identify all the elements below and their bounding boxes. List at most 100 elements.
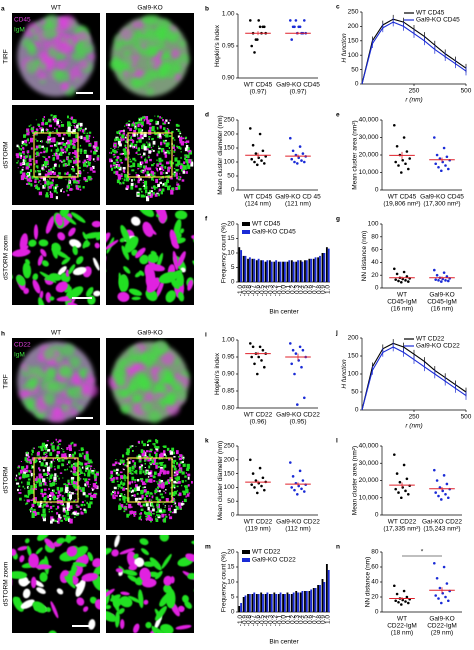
localization	[73, 144, 76, 147]
data-point	[255, 38, 259, 41]
y-axis-label: Mean cluster diameter (nm)	[217, 115, 224, 194]
localization	[138, 147, 140, 149]
localization	[148, 141, 150, 143]
localization	[21, 140, 25, 145]
localization	[35, 128, 38, 131]
cluster	[149, 557, 162, 571]
localization	[45, 496, 47, 498]
fluorescence-spot	[67, 54, 72, 59]
cluster	[25, 258, 31, 265]
data-point	[251, 472, 255, 475]
localization	[140, 489, 144, 495]
localization	[140, 449, 144, 454]
bar	[260, 260, 263, 282]
localization	[27, 182, 31, 185]
localization	[112, 463, 116, 467]
localization	[72, 188, 74, 190]
data-point	[435, 479, 439, 482]
localization	[49, 191, 52, 194]
localization	[35, 185, 39, 189]
localization	[86, 483, 89, 486]
bar	[282, 594, 284, 612]
localization	[168, 479, 171, 482]
localization	[29, 169, 33, 173]
localization	[166, 150, 170, 154]
localization	[84, 462, 88, 466]
localization	[38, 469, 41, 472]
localization	[67, 489, 69, 492]
localization	[163, 134, 166, 137]
localization	[94, 493, 96, 494]
localization	[68, 152, 71, 156]
localization	[142, 486, 145, 489]
localization	[140, 161, 144, 165]
localization	[42, 483, 45, 486]
localization	[42, 168, 45, 171]
localization	[172, 484, 176, 488]
cluster	[48, 630, 58, 633]
localization	[153, 471, 157, 475]
row-label: dSTORM	[3, 142, 10, 169]
localization	[17, 160, 19, 162]
localization	[63, 133, 66, 136]
data-point	[260, 359, 263, 362]
localization	[33, 133, 36, 135]
cluster	[73, 562, 87, 567]
localization	[24, 457, 27, 461]
data-point	[300, 365, 303, 369]
localization	[116, 155, 120, 159]
localization	[67, 141, 71, 145]
localization	[71, 175, 74, 177]
localization	[70, 442, 73, 445]
category-summary: (17,300 nm²)	[423, 201, 460, 208]
localization	[27, 478, 31, 481]
bar	[251, 258, 254, 282]
localization	[59, 120, 61, 122]
data-point	[394, 599, 398, 603]
localization	[174, 465, 176, 468]
localization	[25, 172, 30, 176]
localization	[56, 486, 60, 491]
localization	[62, 495, 64, 497]
y-axis-label: H function	[341, 359, 348, 389]
localization	[157, 150, 160, 154]
localization	[145, 478, 149, 483]
localization	[69, 139, 73, 143]
y-tick-label: 0.90	[222, 371, 235, 378]
localization	[66, 484, 69, 488]
localization	[175, 123, 179, 127]
localization	[166, 470, 170, 475]
localization	[129, 128, 133, 132]
localization	[145, 116, 149, 121]
localization	[45, 141, 48, 143]
localization	[173, 168, 176, 170]
localization	[31, 175, 34, 179]
localization	[49, 194, 51, 195]
localization	[38, 144, 41, 149]
cluster	[61, 257, 71, 265]
localization	[52, 441, 54, 443]
localization	[136, 140, 138, 144]
localization	[176, 482, 178, 484]
localization	[52, 505, 55, 507]
localization	[57, 475, 59, 478]
localization	[90, 467, 92, 470]
fluorescence-spot	[50, 69, 62, 80]
localization	[33, 488, 36, 490]
localization	[116, 131, 119, 135]
localization	[135, 172, 137, 174]
localization	[38, 460, 41, 463]
localization	[116, 137, 119, 141]
localization	[66, 511, 69, 516]
cluster	[111, 549, 119, 557]
localization	[132, 460, 135, 463]
localization	[164, 130, 168, 133]
localization	[142, 170, 145, 174]
localization	[142, 116, 145, 119]
data-point	[257, 355, 261, 359]
localization	[177, 480, 181, 484]
column-header: WT	[51, 330, 61, 337]
localization	[26, 130, 28, 132]
localization	[116, 468, 119, 472]
x-tick-label: 0.7	[311, 285, 318, 294]
